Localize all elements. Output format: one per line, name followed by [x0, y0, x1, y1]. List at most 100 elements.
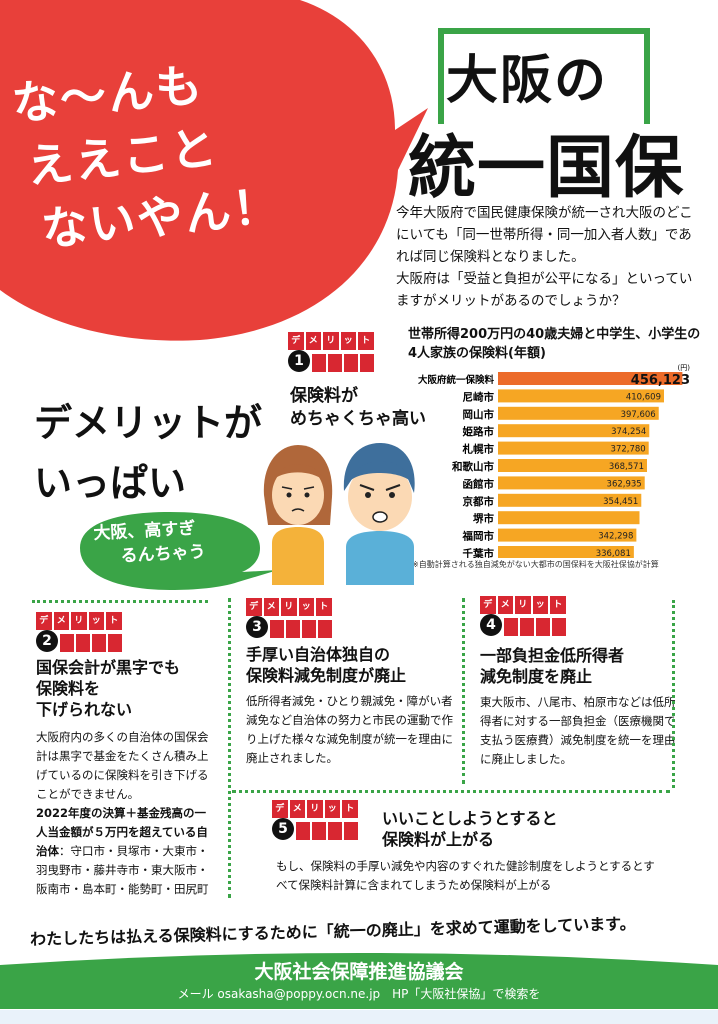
body-bold-text: 2022年度の決算＋基金残高の一人当金額が５万円を超えている自治体	[36, 806, 208, 858]
badge-sticks	[60, 634, 124, 652]
chart-value-label: 456,123	[631, 373, 690, 388]
demerit-1-heading: 保険料が めちゃくちゃ高い	[290, 385, 426, 431]
badge-char: ト	[358, 332, 374, 350]
chart-bar	[498, 441, 649, 455]
dotted-divider	[232, 790, 670, 793]
title-line-1: 大阪の	[446, 51, 609, 111]
intro-paragraph-1: 今年大阪府で国民健康保険が統一され大阪のどこにいても「同一世帯所得・同一加入者人…	[396, 205, 693, 265]
footer-band	[0, 953, 718, 1009]
badge-char: デ	[480, 596, 496, 614]
badge-number: 5	[272, 818, 294, 840]
badge-number: 4	[480, 614, 502, 636]
heading-line: 減免制度を廃止	[480, 667, 593, 686]
badge-char: リ	[307, 800, 323, 818]
badge-sticks	[504, 618, 568, 636]
chart-bar	[498, 424, 650, 438]
badge-char: メ	[497, 596, 513, 614]
worried-people-illustration	[263, 443, 415, 585]
chart-category-label: 尼崎市	[463, 390, 495, 403]
chart-bar	[498, 372, 683, 385]
badge-char: ッ	[88, 612, 104, 630]
city-list: ：守口市・貝塚市・大東市・羽曳野市・藤井寺市・東大阪市・阪南市・島本町・能勢町・…	[36, 844, 209, 896]
badge-strip: デ メ リ ッ ト	[36, 612, 124, 630]
bubble-text: な～んも ええこと ないやん！	[9, 33, 407, 264]
slogan: わたしたちは払える保険料にするために「統一の廃止」を求めて運動をしています。	[29, 914, 636, 949]
demerit-badge-2: デ メ リ ッ ト 2	[36, 612, 124, 652]
badge-char: ト	[106, 612, 122, 630]
chart-bar	[498, 389, 664, 403]
demerit-main-heading: デメリットが いっぱい	[34, 393, 262, 513]
badge-strip: デ メ リ ッ ト	[480, 596, 568, 614]
chart-category-label: 大阪府統一保険料	[418, 374, 495, 386]
chart-value-label: 342,298	[598, 532, 633, 542]
heading-line: 保険料が上がる	[382, 830, 495, 849]
badge-char: デ	[288, 332, 304, 350]
badge-char: リ	[323, 332, 339, 350]
badge-strip: デ メ リ ッ ト	[272, 800, 360, 818]
chart-bar	[498, 476, 645, 490]
bottom-bar	[0, 1010, 718, 1024]
badge-char: リ	[71, 612, 87, 630]
chart-value-label: 397,606	[621, 410, 656, 420]
badge-char: ッ	[340, 332, 356, 350]
demerit-3-body: 低所得者減免・ひとり親減免・障がい者減免など自治体の努力と市民の運動で作り上げた…	[246, 694, 453, 765]
demerit-5-heading: いいことしようとすると 保険料が上がる	[382, 808, 558, 850]
heading-line: 保険料減免制度が廃止	[246, 666, 407, 685]
heading-line: 手厚い自治体独自の	[246, 645, 391, 664]
intro-paragraph-2: 大阪府は「受益と負担が公平になる」といっていますがメリットがあるのでしょうか？	[396, 271, 693, 309]
badge-char: ト	[342, 800, 358, 818]
badge-number: 3	[246, 616, 268, 638]
demerit-4-heading: 一部負担金低所得者 減免制度を廃止	[480, 645, 624, 687]
chart-category-label: 函館市	[463, 477, 495, 490]
chart-value-label: 410,609	[626, 392, 661, 402]
chart-category-label: 福岡市	[462, 530, 495, 543]
heading-line: 保険料が	[290, 386, 358, 406]
chart-value-label: 354,451	[603, 497, 638, 507]
badge-char: ッ	[324, 800, 340, 818]
body-text: 大阪府内の多くの自治体の国保会計は黒字で基金をたくさん積み上げているのに保険料を…	[36, 730, 209, 801]
demerit-5-body: もし、保険料の手厚い減免や内容のすぐれた健診制度をしようとするとすべて保険料計算…	[276, 859, 655, 892]
demerit-2-heading: 国保会計が黒字でも 保険料を 下げられない	[36, 657, 180, 720]
badge-sticks	[296, 822, 360, 840]
demerit-badge-4: デ メ リ ッ ト 4	[480, 596, 568, 636]
chart-bar	[498, 459, 647, 472]
dotted-divider	[32, 600, 208, 603]
heading-line: いっぱい	[34, 461, 187, 505]
green-bubble-text: 大阪、高すぎ るんちゃう	[93, 516, 206, 570]
chart-value-label: 362,935	[607, 479, 642, 489]
chart-bar	[498, 546, 634, 558]
title-frame	[438, 28, 650, 124]
badge-char: ッ	[298, 598, 314, 616]
premium-bar-chart: (円) 大阪府統一保険料 456,123 尼崎市 410,609 岡山市 397,606 姫路…	[418, 364, 691, 558]
bubble-line: るんちゃう	[120, 542, 207, 567]
chart-category-label: 姫路市	[463, 425, 495, 438]
heading-line: デメリットが	[34, 401, 263, 445]
badge-strip: デ メ リ ッ ト	[288, 332, 376, 350]
badge-char: ト	[550, 596, 566, 614]
badge-char: リ	[281, 598, 297, 616]
chart-category-label: 札幌市	[462, 443, 495, 456]
chart-bar	[498, 406, 659, 420]
demerit-4-body: 東大阪市、八尾市、柏原市などは低所得者に対する一部負担金（医療機関で支払う医療費…	[480, 695, 676, 766]
dotted-divider	[228, 598, 231, 898]
chart-category-label: 京都市	[463, 495, 495, 508]
badge-sticks	[270, 620, 334, 638]
badge-strip: デ メ リ ッ ト	[246, 598, 334, 616]
badge-char: ッ	[532, 596, 548, 614]
chart-unit-label: (円)	[678, 364, 691, 372]
chart-value-label: 374,254	[611, 427, 646, 437]
chart-note: ※自動計算される独自減免がない大都市の国保料を大阪社保協が計算	[412, 560, 659, 569]
chart-category-label: 千葉市	[463, 547, 495, 558]
title-line-2: 統一国保	[408, 129, 685, 208]
dotted-divider	[462, 598, 465, 784]
badge-char: メ	[305, 332, 321, 350]
heading-line: いいことしようとすると	[382, 809, 558, 828]
dotted-divider	[672, 600, 675, 788]
badge-number: 2	[36, 630, 58, 652]
chart-category-label: 和歌山市	[451, 460, 494, 473]
chart-bar	[498, 493, 642, 507]
badge-number: 1	[288, 350, 310, 372]
badge-char: ト	[316, 598, 332, 616]
chart-title: 世帯所得200万円の40歳夫婦と中学生、小学生の4人家族の保険料(年額)	[408, 327, 701, 361]
badge-sticks	[312, 354, 376, 372]
